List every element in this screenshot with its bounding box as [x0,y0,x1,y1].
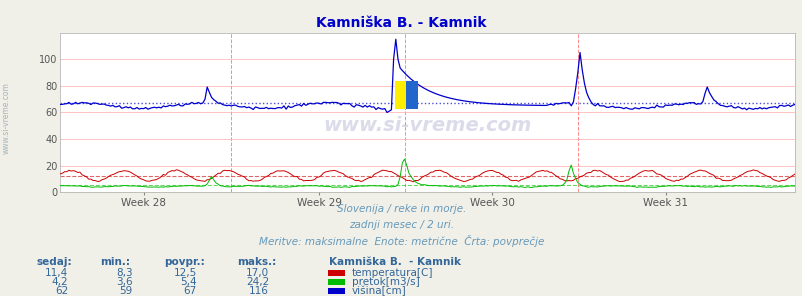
Text: 62: 62 [55,286,68,296]
Bar [406,81,418,109]
Text: 5,4: 5,4 [180,277,196,287]
Text: Slovenija / reke in morje.: Slovenija / reke in morje. [336,204,466,214]
Text: 8,3: 8,3 [115,268,132,278]
Text: min.:: min.: [100,257,130,267]
Text: višina[cm]: višina[cm] [351,285,406,296]
Text: 3,6: 3,6 [115,277,132,287]
Text: sedaj:: sedaj: [36,257,71,267]
Text: 17,0: 17,0 [245,268,269,278]
Text: 12,5: 12,5 [173,268,196,278]
Text: 116: 116 [249,286,269,296]
Text: Kamniška B.  - Kamnik: Kamniška B. - Kamnik [329,257,460,267]
Text: 4,2: 4,2 [51,277,68,287]
Text: 67: 67 [183,286,196,296]
Text: zadnji mesec / 2 uri.: zadnji mesec / 2 uri. [349,220,453,230]
Text: 24,2: 24,2 [245,277,269,287]
Text: 59: 59 [119,286,132,296]
Text: Meritve: maksimalne  Enote: metrične  Črta: povprečje: Meritve: maksimalne Enote: metrične Črta… [258,235,544,247]
Text: Kamniška B. - Kamnik: Kamniška B. - Kamnik [316,16,486,30]
Text: 11,4: 11,4 [45,268,68,278]
Text: www.si-vreme.com: www.si-vreme.com [2,83,11,154]
Text: www.si-vreme.com: www.si-vreme.com [323,116,531,135]
Bar [394,81,406,109]
Text: maks.:: maks.: [237,257,276,267]
Text: pretok[m3/s]: pretok[m3/s] [351,277,419,287]
Text: povpr.:: povpr.: [164,257,205,267]
Text: temperatura[C]: temperatura[C] [351,268,432,278]
